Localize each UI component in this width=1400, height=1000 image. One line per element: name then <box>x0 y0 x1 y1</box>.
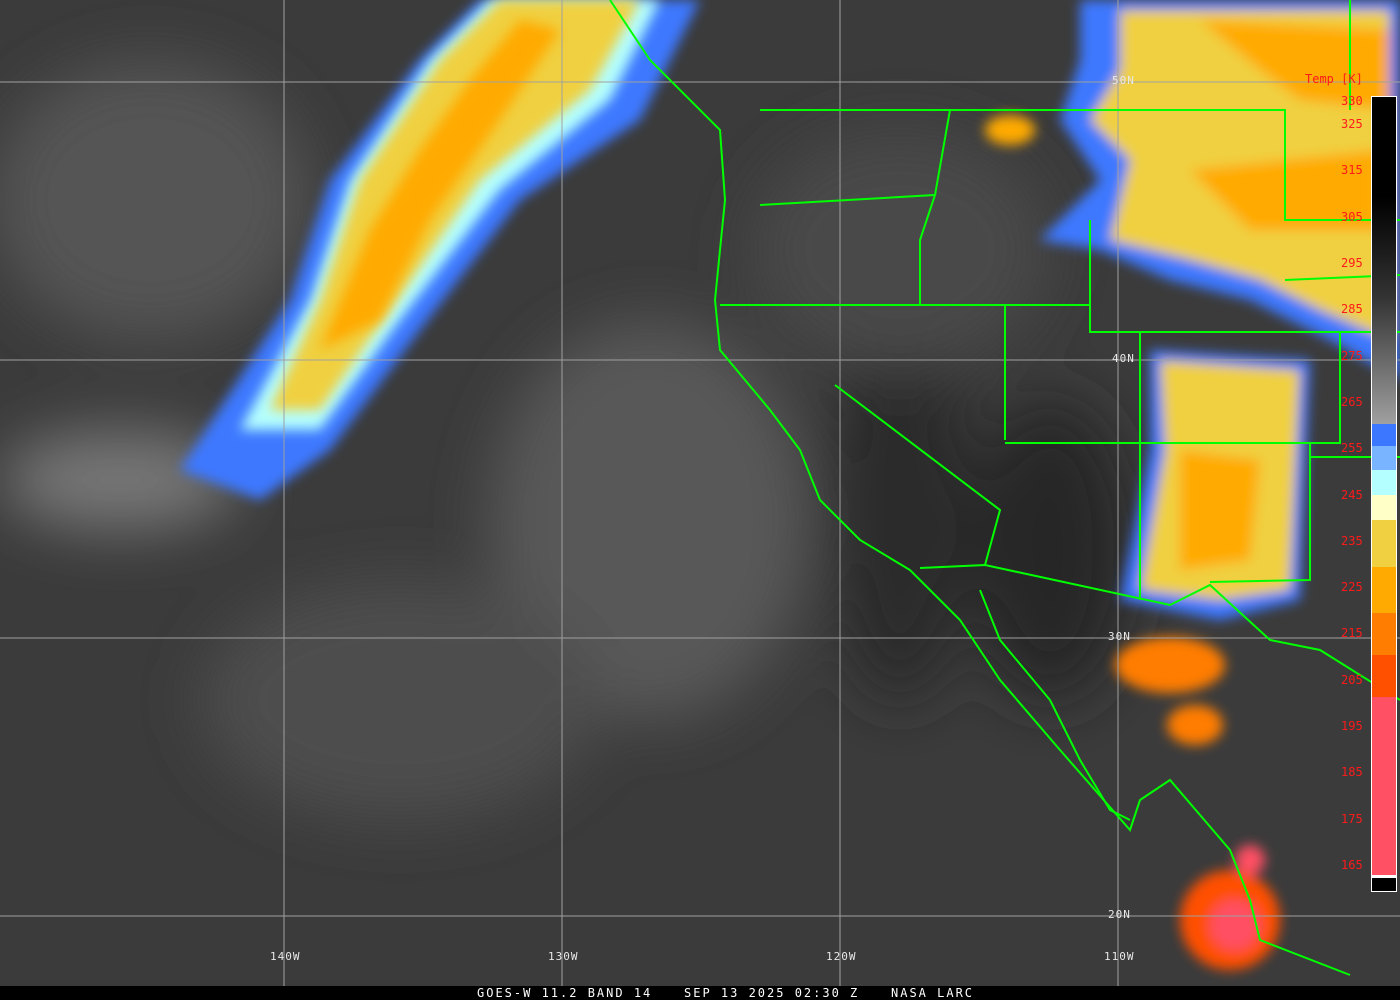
lon-label-120w: 120W <box>826 950 857 963</box>
colorbar-tick-label: 165 <box>1341 857 1363 872</box>
satellite-label: GOES-W 11.2 BAND 14 <box>477 986 653 1000</box>
colorbar <box>1371 96 1397 892</box>
colorbar-tick-label: 285 <box>1341 302 1363 317</box>
lat-label-50n: 50N <box>1112 74 1135 87</box>
colorbar-tick-label: 225 <box>1341 580 1363 595</box>
colorbar-tick-label: 295 <box>1341 256 1363 271</box>
cloud-band-northwest <box>180 0 700 500</box>
colorbar-tick-label: 315 <box>1341 163 1363 178</box>
footer-bar: GOES-W 11.2 BAND 14 SEP 13 2025 02:30 Z … <box>0 986 1400 1000</box>
colorbar-tick-label: 265 <box>1341 394 1363 409</box>
colorbar-tick-label: 305 <box>1341 209 1363 224</box>
colorbar-tick-label: 235 <box>1341 533 1363 548</box>
lon-label-140w: 140W <box>270 950 301 963</box>
lon-label-130w: 130W <box>548 950 579 963</box>
colorbar-tick-label: 195 <box>1341 719 1363 734</box>
colorbar-tick-label: 330 <box>1341 94 1363 108</box>
lat-label-30n: 30N <box>1108 630 1131 643</box>
lat-label-40n: 40N <box>1112 352 1135 365</box>
lat-label-20n: 20N <box>1108 908 1131 921</box>
colorbar-tick-label: 245 <box>1341 487 1363 502</box>
colorbar-tick-label: 215 <box>1341 626 1363 641</box>
low-clouds <box>0 60 1130 820</box>
colorbar-tick-label: 275 <box>1341 348 1363 363</box>
colorbar-tick-label: 325 <box>1341 117 1363 132</box>
colorbar-tick-label: 175 <box>1341 811 1363 826</box>
lon-label-110w: 110W <box>1104 950 1135 963</box>
colorbar-title: Temp [K] <box>1305 72 1363 86</box>
colorbar-tick-label: 205 <box>1341 672 1363 687</box>
colorbar-tick-label: 185 <box>1341 765 1363 780</box>
credit-label: NASA LARC <box>891 986 975 1000</box>
political-borders <box>609 0 1400 976</box>
datetime-label: SEP 13 2025 02:30 Z <box>684 986 860 1000</box>
colorbar-tick-label: 255 <box>1341 441 1363 456</box>
